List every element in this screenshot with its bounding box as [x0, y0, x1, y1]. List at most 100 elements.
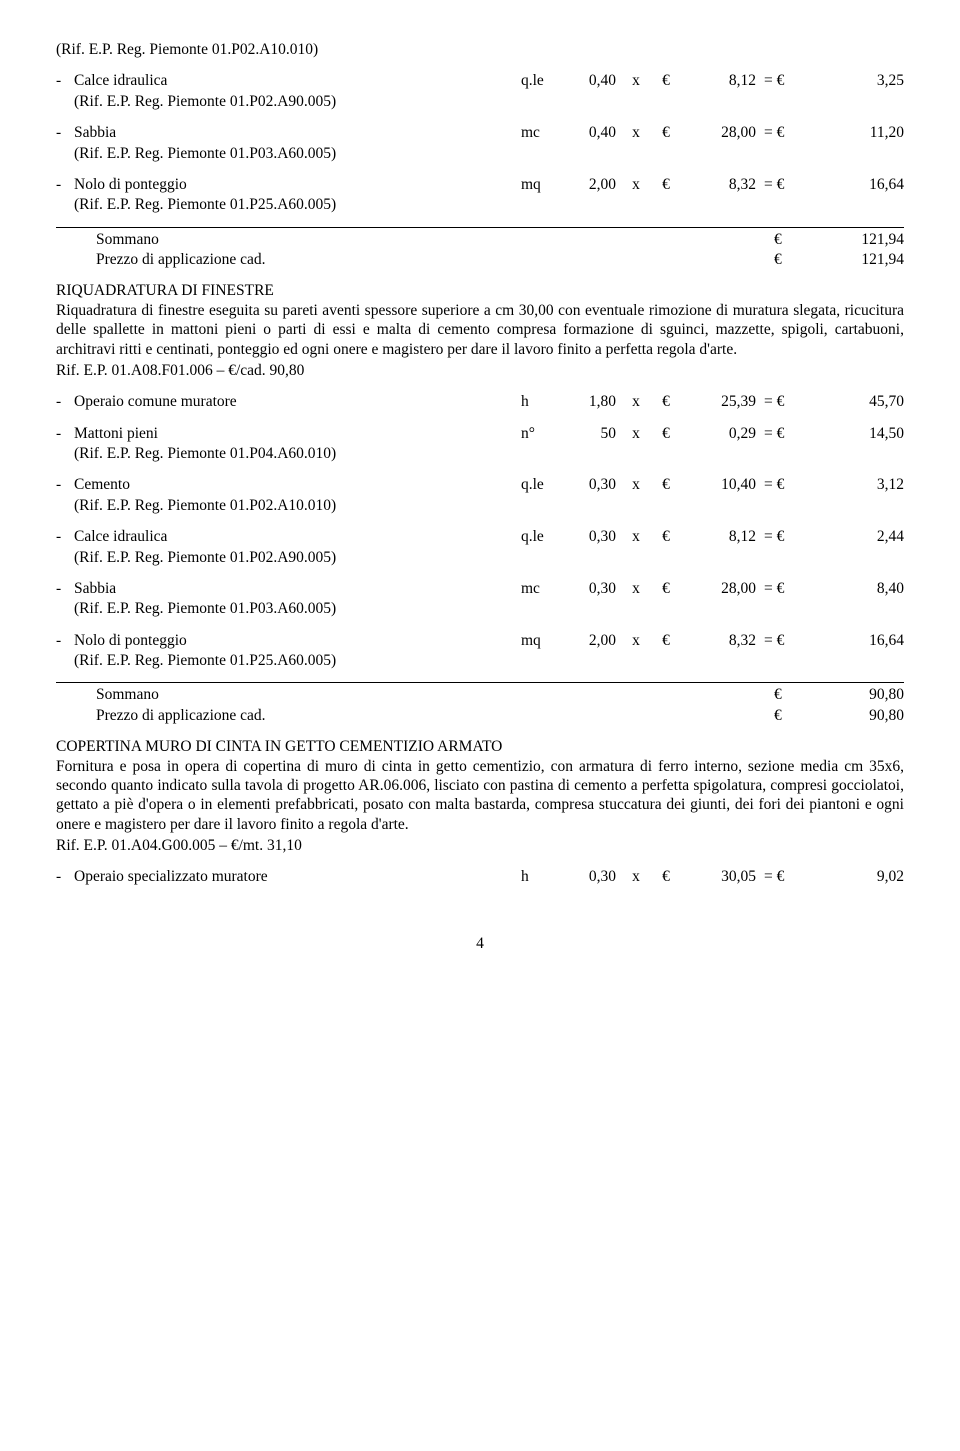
item-unit: h	[521, 867, 561, 886]
item-total: 3,25	[794, 71, 904, 90]
item-desc: Calce idraulica	[74, 527, 521, 546]
equals-symbol: = €	[764, 631, 794, 650]
euro-symbol: €	[656, 527, 676, 546]
item-unit: n°	[521, 424, 561, 443]
item-ref: (Rif. E.P. Reg. Piemonte 01.P25.A60.005)	[74, 195, 904, 214]
line-item-row: -Calce idraulicaq.le0,40x€8,12= €3,25	[56, 71, 904, 90]
divider-line	[56, 227, 904, 228]
item-qty: 0,30	[561, 527, 616, 546]
dash: -	[56, 71, 74, 90]
line-item-row: -Calce idraulicaq.le0,30x€8,12= €2,44	[56, 527, 904, 546]
item-desc: Mattoni pieni	[74, 424, 521, 443]
euro-symbol: €	[656, 175, 676, 194]
equals-symbol: = €	[764, 867, 794, 886]
euro-symbol: €	[656, 579, 676, 598]
line-item-row: -Cementoq.le0,30x€10,40= €3,12	[56, 475, 904, 494]
item-qty: 0,40	[561, 71, 616, 90]
sommano-label: Sommano	[96, 685, 774, 704]
sommano-value: 90,80	[794, 685, 904, 704]
item-total: 14,50	[794, 424, 904, 443]
summary-row: Sommano € 121,94	[96, 230, 904, 249]
equals-symbol: = €	[764, 123, 794, 142]
equals-symbol: = €	[764, 424, 794, 443]
item-total: 2,44	[794, 527, 904, 546]
equals-symbol: = €	[764, 71, 794, 90]
line-item-row: -Sabbiamc0,30x€28,00= €8,40	[56, 579, 904, 598]
divider-line	[56, 682, 904, 683]
section-ref: Rif. E.P. 01.A04.G00.005 – €/mt. 31,10	[56, 836, 904, 855]
dash: -	[56, 475, 74, 494]
item-unit: mq	[521, 175, 561, 194]
item-total: 11,20	[794, 123, 904, 142]
euro-symbol: €	[656, 392, 676, 411]
item-desc: Operaio specializzato muratore	[74, 867, 521, 886]
prezzo-value: 121,94	[794, 250, 904, 269]
section-ref: Rif. E.P. 01.A08.F01.006 – €/cad. 90,80	[56, 361, 904, 380]
item-total: 8,40	[794, 579, 904, 598]
item-ref: (Rif. E.P. Reg. Piemonte 01.P02.A90.005)	[74, 92, 904, 111]
equals-symbol: = €	[764, 175, 794, 194]
item-qty: 2,00	[561, 175, 616, 194]
times-symbol: x	[616, 175, 656, 194]
item-qty: 0,30	[561, 579, 616, 598]
dash: -	[56, 392, 74, 411]
item-price: 8,32	[676, 631, 764, 650]
times-symbol: x	[616, 579, 656, 598]
dash: -	[56, 527, 74, 546]
item-unit: mc	[521, 123, 561, 142]
item-qty: 0,30	[561, 475, 616, 494]
euro-symbol: €	[656, 123, 676, 142]
section-title: RIQUADRATURA DI FINESTRE	[56, 281, 904, 300]
item-desc: Nolo di ponteggio	[74, 175, 521, 194]
euro-symbol: €	[774, 250, 794, 269]
item-unit: h	[521, 392, 561, 411]
dash: -	[56, 123, 74, 142]
item-qty: 1,80	[561, 392, 616, 411]
item-desc: Nolo di ponteggio	[74, 631, 521, 650]
euro-symbol: €	[774, 685, 794, 704]
equals-symbol: = €	[764, 579, 794, 598]
item-total: 16,64	[794, 175, 904, 194]
times-symbol: x	[616, 631, 656, 650]
equals-symbol: = €	[764, 475, 794, 494]
item-total: 16,64	[794, 631, 904, 650]
item-qty: 0,30	[561, 867, 616, 886]
line-item-row: -Sabbiamc0,40x€28,00= €11,20	[56, 123, 904, 142]
euro-symbol: €	[656, 71, 676, 90]
dash: -	[56, 175, 74, 194]
item-price: 8,32	[676, 175, 764, 194]
item-price: 28,00	[676, 579, 764, 598]
item-ref: (Rif. E.P. Reg. Piemonte 01.P02.A10.010)	[56, 40, 904, 59]
item-price: 25,39	[676, 392, 764, 411]
item-ref: (Rif. E.P. Reg. Piemonte 01.P02.A90.005)	[74, 548, 904, 567]
euro-symbol: €	[656, 631, 676, 650]
times-symbol: x	[616, 392, 656, 411]
item-price: 10,40	[676, 475, 764, 494]
equals-symbol: = €	[764, 527, 794, 546]
line-item-row: -Nolo di ponteggiomq2,00x€8,32= €16,64	[56, 175, 904, 194]
times-symbol: x	[616, 424, 656, 443]
prezzo-label: Prezzo di applicazione cad.	[96, 250, 774, 269]
item-qty: 2,00	[561, 631, 616, 650]
equals-symbol: = €	[764, 392, 794, 411]
dash: -	[56, 579, 74, 598]
item-qty: 0,40	[561, 123, 616, 142]
times-symbol: x	[616, 867, 656, 886]
times-symbol: x	[616, 527, 656, 546]
sommano-label: Sommano	[96, 230, 774, 249]
item-unit: mc	[521, 579, 561, 598]
item-unit: q.le	[521, 71, 561, 90]
item-ref: (Rif. E.P. Reg. Piemonte 01.P03.A60.005)	[74, 144, 904, 163]
item-price: 8,12	[676, 71, 764, 90]
item-ref: (Rif. E.P. Reg. Piemonte 01.P25.A60.005)	[74, 651, 904, 670]
item-unit: mq	[521, 631, 561, 650]
item-price: 28,00	[676, 123, 764, 142]
item-ref: (Rif. E.P. Reg. Piemonte 01.P02.A10.010)	[74, 496, 904, 515]
euro-symbol: €	[774, 706, 794, 725]
dash: -	[56, 867, 74, 886]
times-symbol: x	[616, 123, 656, 142]
section-title: COPERTINA MURO DI CINTA IN GETTO CEMENTI…	[56, 737, 904, 756]
item-total: 3,12	[794, 475, 904, 494]
item-qty: 50	[561, 424, 616, 443]
prezzo-label: Prezzo di applicazione cad.	[96, 706, 774, 725]
